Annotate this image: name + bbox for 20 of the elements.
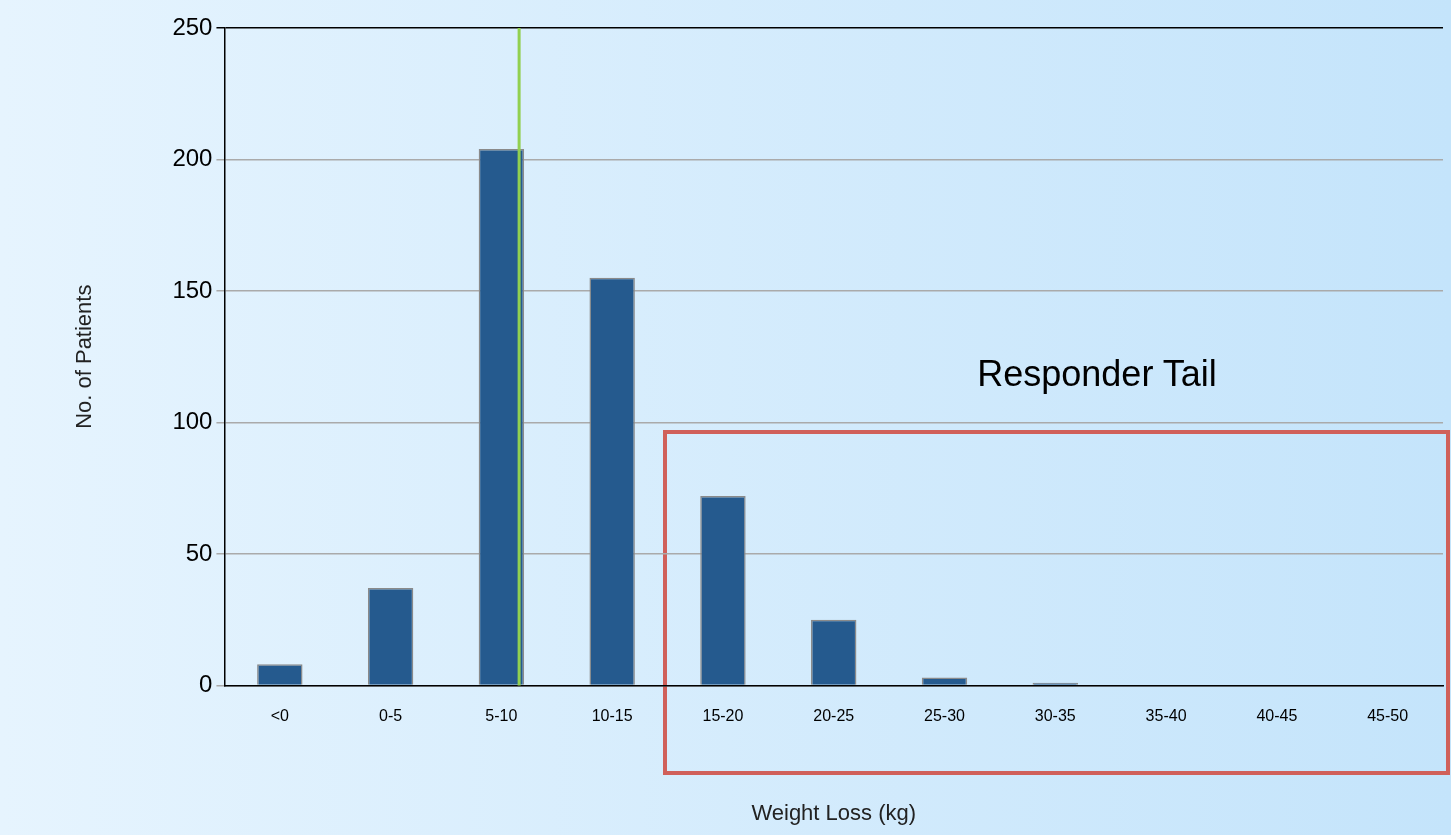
x-tick-label: 10-15	[591, 707, 633, 725]
y-tick-label: 50	[185, 538, 213, 566]
y-axis-title: No. of Patients	[71, 284, 97, 429]
x-tick-label: 5-10	[485, 707, 518, 725]
y-tick-label: 250	[172, 12, 213, 40]
x-tick-label: 0-5	[379, 707, 403, 725]
y-tick-label: 200	[172, 144, 213, 172]
x-tick-label: 40-45	[1256, 707, 1298, 725]
x-tick-label: 35-40	[1145, 707, 1187, 725]
y-tick-label: 0	[199, 670, 213, 698]
x-tick-label: <0	[270, 707, 290, 725]
x-tick-label: 15-20	[702, 707, 744, 725]
x-tick-label: 30-35	[1034, 707, 1076, 725]
x-tick-label: 45-50	[1367, 707, 1409, 725]
y-tick-label: 150	[172, 275, 213, 303]
x-tick-label: 20-25	[813, 707, 855, 725]
x-tick-label: 25-30	[924, 707, 966, 725]
annotation: Responder Tail	[977, 352, 1217, 394]
y-tick-label: 100	[172, 407, 213, 435]
x-axis-title: Weight Loss (kg)	[751, 799, 917, 825]
